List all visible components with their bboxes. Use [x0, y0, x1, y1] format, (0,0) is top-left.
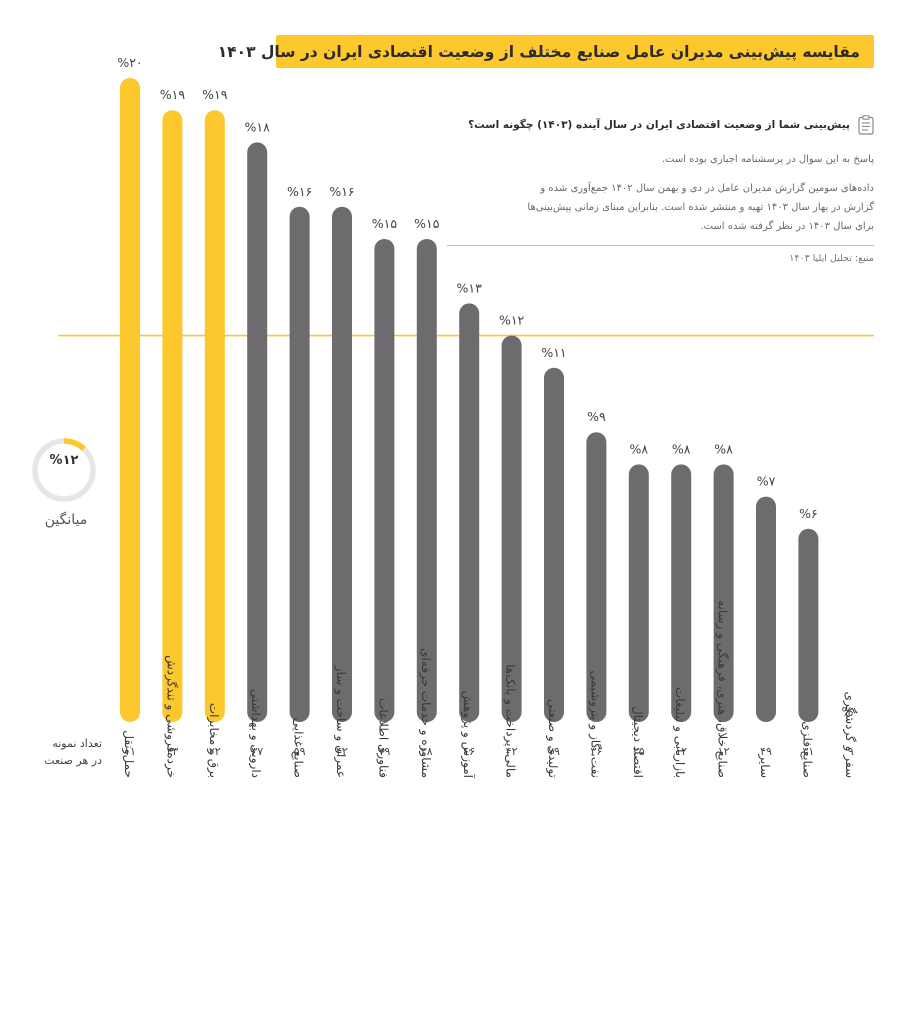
category-label: صنایع فلزی: [799, 721, 814, 778]
sample-count: ۵۹: [294, 745, 306, 758]
bar-value-label: %۱۱: [541, 345, 566, 360]
title-banner: مقایسه پیش‌بینی مدیران عامل صنایع مختلف …: [218, 35, 874, 68]
bar: [416, 239, 437, 722]
category-label: عمران و ساخت و ساز: [333, 665, 348, 778]
category-label: تولیدی و صنعتی: [545, 699, 560, 778]
sample-count: ۱۲: [675, 745, 687, 758]
bar: [332, 206, 352, 723]
bar: [713, 464, 734, 722]
category-label: آموزش و پژوهش: [460, 691, 476, 779]
sample-count: ۳۱: [802, 745, 814, 758]
bar-value-label: %۱۲: [499, 313, 525, 328]
sample-count: ۱۶: [463, 745, 475, 758]
sample-count: ۷۹: [548, 745, 560, 758]
divider: [447, 245, 874, 246]
bar-value-label: %۶: [799, 506, 818, 521]
category-label: صنایع خلاق، هنری، فرهنگی و رسانه: [715, 600, 730, 778]
bar-value-label: %۱۶: [287, 184, 312, 199]
sample-count: ۳۶: [590, 745, 602, 758]
source-note: منبع: تحلیل ایلیا ۱۴۰۳: [789, 253, 874, 264]
bar-value-label: %۱۵: [372, 216, 398, 231]
bar-value-label: %۱۹: [202, 87, 228, 102]
sample-count: ۴۲: [506, 745, 518, 758]
clipboard-icon: [858, 115, 874, 135]
bar-value-label: %۱۵: [414, 216, 440, 231]
bar: [586, 432, 607, 722]
bar-value-label: %۱۸: [245, 119, 271, 134]
bar: [247, 142, 268, 722]
chart-title: مقایسه پیش‌بینی مدیران عامل صنایع مختلف …: [217, 42, 860, 61]
category-label: فناوری اطلاعات: [375, 698, 390, 778]
bar: [756, 496, 776, 722]
category-label: دارویی و بهداشتی: [248, 689, 263, 778]
bar-value-label: %۸: [672, 441, 691, 456]
sample-count: ۱۱: [124, 745, 136, 758]
average-label: میانگین: [44, 512, 88, 528]
bar: [289, 206, 310, 723]
sample-count: ۲۲: [209, 745, 221, 758]
sample-count: ۹: [848, 745, 854, 758]
timing-note-line-2: گزارش در بهار سال ۱۴۰۳ تهیه و منتشر شده …: [527, 202, 874, 213]
bar: [671, 464, 692, 722]
sample-count: ۲۳: [166, 745, 178, 758]
sample-count: ۳۸: [421, 745, 433, 758]
bar: [162, 110, 183, 722]
average-ring-track: [32, 438, 96, 502]
bar: [204, 110, 225, 722]
bar-value-label: %۹: [587, 409, 606, 424]
category-label: اقتصاد دیجیتال: [631, 706, 645, 778]
category-label: برق و مخابرات: [206, 703, 221, 778]
category-label: خرده‌فروشی و تندگردش: [163, 655, 178, 778]
sample-count: ۱۲: [718, 745, 730, 758]
bar-value-label: %۲۰: [117, 55, 142, 70]
sample-count: ۴۲: [336, 745, 348, 758]
average-ring-progress: [63, 438, 86, 451]
bar: [120, 78, 140, 722]
sample-count-label-line-1: تعداد نمونه: [52, 737, 102, 750]
timing-note-line-1: داده‌های سومین گزارش مدیران عامل در دی و…: [540, 183, 874, 194]
bar-value-label: %۱۹: [160, 87, 186, 102]
bar: [501, 335, 522, 722]
bar: [628, 464, 649, 722]
bar-value-label: %۱۶: [329, 184, 354, 199]
sample-count-label: تعداد نمونه در هر صنعت: [22, 735, 102, 769]
sample-count: ۳۷: [251, 745, 263, 758]
mandatory-note: پاسخ به این سوال در پرسشنامه اجباری بوده…: [661, 154, 874, 165]
bar-value-label: %۸: [630, 441, 649, 456]
category-label: سایر: [757, 753, 772, 778]
bar-value-label: %۷: [757, 474, 776, 489]
category-label: مشاوره و خدمات حرفه‌ای: [418, 648, 433, 778]
bar: [798, 528, 819, 722]
category-label: بازاریابی و تبلیغات: [672, 687, 687, 778]
category-label: حمل‌ونقل: [121, 730, 136, 778]
bar: [374, 239, 395, 722]
bar-value-label: %۱۳: [457, 280, 483, 295]
sample-count: ۴۹: [760, 745, 772, 758]
sample-count-label-line-2: در هر صنعت: [44, 754, 102, 767]
survey-question: پیش‌بینی شما از وضعیت اقتصادی ایران در س…: [468, 119, 850, 131]
sample-count: ۷۹: [378, 745, 390, 758]
category-label: سفر و گردشگری: [842, 691, 857, 778]
sample-count: ۲۵: [633, 745, 645, 758]
category-label: صنایع غذایی: [292, 718, 306, 778]
question-row: پیش‌بینی شما از وضعیت اقتصادی ایران در س…: [444, 112, 874, 138]
bar: [459, 303, 480, 722]
bar: [544, 367, 564, 722]
average-value: %۱۲: [49, 453, 79, 468]
category-label: نفت، گاز و پتروشیمی: [587, 671, 602, 778]
timing-note-line-3: برای سال ۱۴۰۳ در نظر گرفته شده است.: [700, 221, 874, 232]
bar-value-label: %۸: [714, 441, 733, 456]
bar-value-label: %۰: [842, 704, 861, 719]
category-label: مالی، پرداخت و بانک‌ها: [503, 664, 518, 778]
